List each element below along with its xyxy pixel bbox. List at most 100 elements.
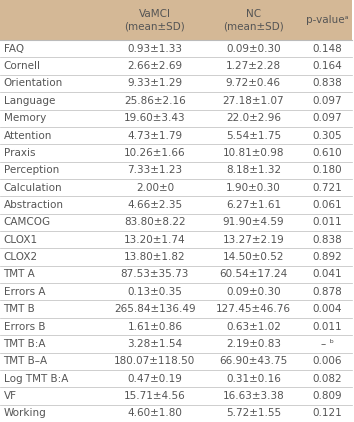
- Bar: [0, 249, 352, 266]
- Text: 87.53±35.73: 87.53±35.73: [121, 269, 189, 279]
- Text: 127.45±46.76: 127.45±46.76: [216, 304, 291, 314]
- Text: 4.60±1.80: 4.60±1.80: [127, 408, 182, 418]
- Text: 16.63±3.38: 16.63±3.38: [222, 391, 284, 401]
- Text: 0.13±0.35: 0.13±0.35: [127, 287, 182, 297]
- Text: CAMCOG: CAMCOG: [4, 217, 51, 227]
- Text: 2.00±0: 2.00±0: [136, 183, 174, 193]
- Text: 15.71±4.56: 15.71±4.56: [124, 391, 186, 401]
- Text: 4.66±2.35: 4.66±2.35: [127, 200, 182, 210]
- Text: 1.90±0.30: 1.90±0.30: [226, 183, 281, 193]
- Text: Calculation: Calculation: [4, 183, 62, 193]
- Text: FAQ: FAQ: [4, 44, 24, 54]
- Text: 22.0±2.96: 22.0±2.96: [226, 113, 281, 123]
- Text: 180.07±118.50: 180.07±118.50: [114, 356, 195, 366]
- Bar: [0, 283, 352, 300]
- Bar: [0, 144, 352, 162]
- Bar: [0, 75, 352, 92]
- Text: 13.20±1.74: 13.20±1.74: [124, 235, 185, 245]
- Text: 2.19±0.83: 2.19±0.83: [226, 339, 281, 349]
- Text: 0.93±1.33: 0.93±1.33: [127, 44, 182, 54]
- Text: 0.011: 0.011: [313, 322, 342, 332]
- Text: 0.097: 0.097: [313, 96, 342, 106]
- Bar: [0, 92, 352, 110]
- Text: TMT B:A: TMT B:A: [4, 339, 46, 349]
- Text: Log TMT B:A: Log TMT B:A: [4, 373, 68, 384]
- Text: 0.721: 0.721: [312, 183, 342, 193]
- Bar: [0, 57, 352, 75]
- Bar: [0, 196, 352, 214]
- Text: 0.004: 0.004: [313, 304, 342, 314]
- Text: VF: VF: [4, 391, 17, 401]
- Text: 8.18±1.32: 8.18±1.32: [226, 165, 281, 175]
- Text: 0.09±0.30: 0.09±0.30: [226, 44, 281, 54]
- Text: 265.84±136.49: 265.84±136.49: [114, 304, 196, 314]
- Text: 7.33±1.23: 7.33±1.23: [127, 165, 182, 175]
- Text: Errors A: Errors A: [4, 287, 45, 297]
- Text: 0.148: 0.148: [312, 44, 342, 54]
- Text: 66.90±43.75: 66.90±43.75: [219, 356, 287, 366]
- Text: 0.878: 0.878: [312, 287, 342, 297]
- Text: 25.86±2.16: 25.86±2.16: [124, 96, 186, 106]
- Text: TMT B: TMT B: [4, 304, 35, 314]
- Text: Perception: Perception: [4, 165, 59, 175]
- Text: 1.61±0.86: 1.61±0.86: [127, 322, 182, 332]
- Text: 1.27±2.28: 1.27±2.28: [226, 61, 281, 71]
- Text: 0.09±0.30: 0.09±0.30: [226, 287, 281, 297]
- Text: 14.50±0.52: 14.50±0.52: [223, 252, 284, 262]
- Text: 83.80±8.22: 83.80±8.22: [124, 217, 185, 227]
- Text: Attention: Attention: [4, 130, 52, 141]
- Bar: [0, 387, 352, 405]
- Text: 0.63±1.02: 0.63±1.02: [226, 322, 281, 332]
- Text: TMT B–A: TMT B–A: [4, 356, 48, 366]
- Text: 5.72±1.55: 5.72±1.55: [226, 408, 281, 418]
- Text: Orientation: Orientation: [4, 78, 63, 89]
- Text: 0.47±0.19: 0.47±0.19: [127, 373, 182, 384]
- Text: 0.061: 0.061: [313, 200, 342, 210]
- Bar: [0, 179, 352, 196]
- Text: 0.082: 0.082: [313, 373, 342, 384]
- Text: CLOX1: CLOX1: [4, 235, 38, 245]
- Bar: [0, 300, 352, 318]
- Text: 0.838: 0.838: [312, 78, 342, 89]
- Text: 10.81±0.98: 10.81±0.98: [223, 148, 284, 158]
- Text: 9.33±1.29: 9.33±1.29: [127, 78, 182, 89]
- Text: 0.892: 0.892: [312, 252, 342, 262]
- Text: 27.18±1.07: 27.18±1.07: [223, 96, 284, 106]
- Bar: [0, 335, 352, 352]
- Text: Praxis: Praxis: [4, 148, 35, 158]
- Text: 4.73±1.79: 4.73±1.79: [127, 130, 182, 141]
- Bar: [0, 405, 352, 422]
- Text: 3.28±1.54: 3.28±1.54: [127, 339, 182, 349]
- Text: – ᵇ: – ᵇ: [321, 339, 334, 349]
- Text: 0.011: 0.011: [313, 217, 342, 227]
- Bar: [0, 370, 352, 387]
- Text: 0.006: 0.006: [313, 356, 342, 366]
- Text: CLOX2: CLOX2: [4, 252, 38, 262]
- Text: 10.26±1.66: 10.26±1.66: [124, 148, 185, 158]
- Text: 5.54±1.75: 5.54±1.75: [226, 130, 281, 141]
- Bar: [0, 266, 352, 283]
- Text: 9.72±0.46: 9.72±0.46: [226, 78, 281, 89]
- Text: 0.121: 0.121: [312, 408, 342, 418]
- Text: 0.097: 0.097: [313, 113, 342, 123]
- Text: 91.90±4.59: 91.90±4.59: [223, 217, 284, 227]
- Text: Cornell: Cornell: [4, 61, 40, 71]
- Bar: [0, 162, 352, 179]
- Bar: [0, 127, 352, 144]
- Bar: [0, 40, 352, 57]
- Text: Working: Working: [4, 408, 46, 418]
- Text: Errors B: Errors B: [4, 322, 45, 332]
- Bar: [0, 352, 352, 370]
- Text: 13.27±2.19: 13.27±2.19: [222, 235, 284, 245]
- Text: Memory: Memory: [4, 113, 46, 123]
- Text: 0.305: 0.305: [313, 130, 342, 141]
- Text: 0.809: 0.809: [313, 391, 342, 401]
- Bar: [0, 214, 352, 231]
- Text: 0.838: 0.838: [312, 235, 342, 245]
- Text: VaMCI
(mean±SD): VaMCI (mean±SD): [125, 9, 185, 31]
- Text: Language: Language: [4, 96, 55, 106]
- Bar: [0, 110, 352, 127]
- Text: 0.31±0.16: 0.31±0.16: [226, 373, 281, 384]
- Text: 2.66±2.69: 2.66±2.69: [127, 61, 182, 71]
- Text: 6.27±1.61: 6.27±1.61: [226, 200, 281, 210]
